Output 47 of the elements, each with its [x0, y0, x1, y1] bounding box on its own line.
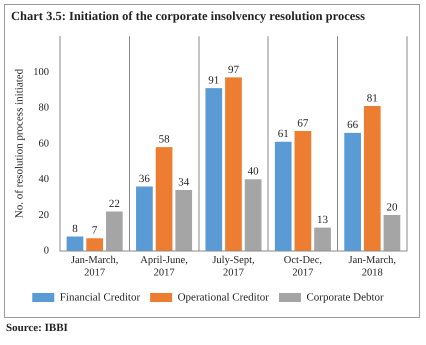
data-label: 40: [248, 166, 260, 178]
chart-title: Chart 3.5: Initiation of the corporate insolvency resolution process: [11, 9, 366, 24]
y-tick-label: 20: [38, 210, 49, 221]
data-label: 61: [278, 128, 289, 140]
bar: [86, 238, 104, 251]
source-note: Source: IBBI: [6, 322, 68, 334]
data-label: 13: [317, 214, 329, 226]
data-label: 7: [92, 224, 98, 237]
data-label: 81: [366, 92, 378, 104]
y-tick-label: 0: [44, 246, 49, 257]
data-label: 8: [72, 222, 78, 235]
y-tick-label: 100: [33, 66, 49, 78]
legend-label: Financial Creditor: [60, 291, 140, 304]
data-label: 22: [108, 198, 120, 210]
bar: [205, 88, 222, 251]
bar: [175, 190, 192, 251]
x-tick-label: April-June, 2017: [140, 254, 188, 278]
legend-label: Operational Creditor: [178, 291, 270, 304]
data-label: 58: [158, 134, 170, 146]
bar: [294, 131, 312, 251]
bar: [364, 106, 381, 251]
y-tick-label: 40: [38, 174, 49, 186]
bar: [274, 142, 292, 251]
bar: [225, 77, 242, 251]
bar: [384, 215, 400, 251]
data-label: 91: [208, 74, 220, 87]
x-tick-label: Jan-March, 2018: [348, 254, 396, 278]
x-tick-label: Jan-March, 2017: [70, 254, 118, 278]
y-axis-title: No. of resolution process initiated: [13, 68, 26, 218]
bar: [314, 228, 331, 251]
data-label: 66: [347, 119, 359, 132]
data-label: 34: [178, 176, 190, 188]
y-tick-label: 80: [38, 102, 49, 114]
data-label: 97: [228, 64, 240, 76]
bar: [106, 211, 123, 251]
bar: [156, 147, 172, 251]
bar: [136, 186, 153, 251]
bar: [244, 179, 262, 251]
x-tick-label: Oct-Dec, 2017: [284, 254, 322, 278]
y-tick-label: 60: [38, 138, 49, 150]
legend-label: Corporate Debtor: [306, 291, 384, 304]
data-label: 67: [297, 117, 309, 130]
bar: [66, 236, 84, 251]
data-label: 20: [386, 201, 398, 214]
data-label: 36: [138, 172, 150, 185]
bar: [344, 132, 361, 251]
x-tick-label: July-Sept, 2017: [212, 254, 255, 278]
